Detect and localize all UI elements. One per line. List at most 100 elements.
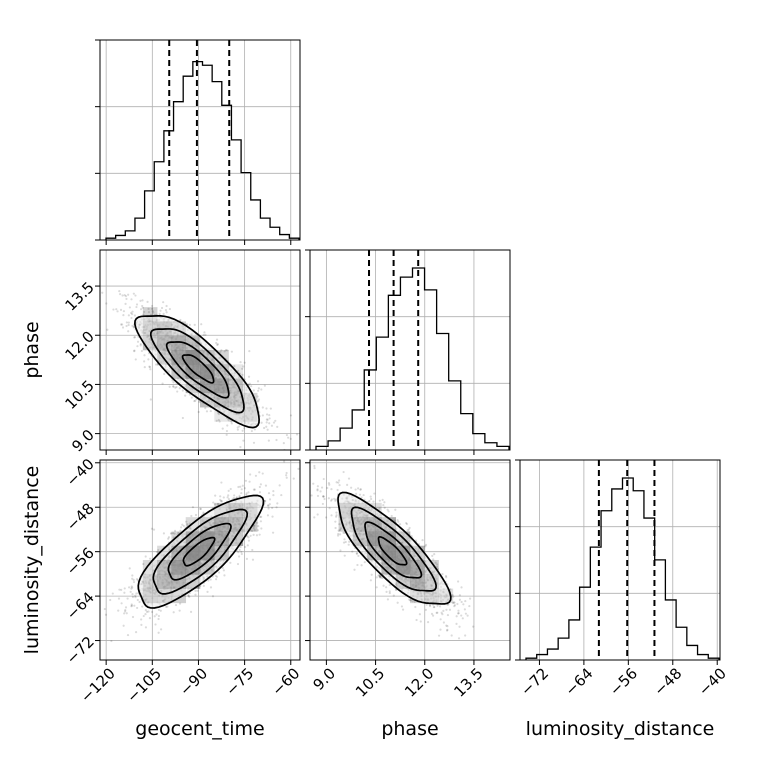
scatter-point — [425, 603, 428, 606]
scatter-point — [256, 521, 259, 524]
scatter-point — [255, 534, 259, 537]
scatter-point — [433, 605, 436, 609]
scatter-point — [130, 311, 133, 315]
hist-frame — [519, 459, 721, 661]
scatter-point — [144, 613, 147, 616]
scatter-point — [217, 418, 220, 422]
scatter-point — [124, 295, 128, 298]
scatter-point — [193, 323, 196, 326]
scatter-point — [264, 499, 267, 503]
scatter-point — [446, 628, 449, 631]
scatter-point — [141, 304, 144, 308]
scatter-point — [385, 586, 388, 589]
scatter-point — [266, 418, 269, 421]
scatter-point — [244, 479, 248, 482]
scatter-point — [256, 395, 259, 398]
scatter-point — [139, 344, 142, 347]
scatter-point — [172, 381, 175, 384]
contour-level-4 — [134, 315, 260, 429]
scatter-point — [131, 586, 134, 589]
scatter-point — [123, 612, 126, 615]
scatter-point — [272, 494, 275, 497]
scatter-point — [226, 424, 229, 427]
scatter-point — [334, 499, 337, 502]
scatter-point — [117, 597, 121, 600]
scatter-point — [116, 310, 119, 313]
scatter-point — [236, 562, 240, 566]
scatter-point — [180, 526, 183, 529]
scatter-point — [134, 594, 137, 597]
scatter-point — [158, 312, 161, 316]
scatter-point — [154, 363, 158, 366]
scatter-point — [127, 314, 130, 317]
scatter-point — [449, 588, 452, 591]
scatter-point — [124, 302, 127, 305]
scatter-point — [342, 470, 345, 474]
scatter-point — [136, 598, 139, 602]
scatter-point — [131, 312, 134, 316]
scatter-point — [206, 590, 209, 593]
scatter-point — [150, 307, 154, 310]
scatter-point — [190, 396, 193, 399]
scatter-point — [270, 424, 274, 427]
scatter-point — [151, 310, 154, 313]
scatter-point — [219, 498, 222, 501]
scatter-point — [330, 488, 333, 491]
scatter-point — [462, 603, 465, 606]
scatter-point — [450, 634, 453, 637]
scatter-point — [173, 529, 177, 532]
scatter-point — [101, 291, 104, 294]
scatter-point — [370, 573, 373, 576]
scatter-point — [215, 419, 218, 422]
scatter-point — [163, 372, 166, 376]
scatter-point — [149, 398, 152, 401]
scatter-point — [260, 527, 263, 530]
scatter-point — [335, 481, 338, 484]
hist-panel-phase — [305, 249, 511, 455]
scatter-point — [252, 441, 256, 444]
scatter-point — [289, 437, 292, 440]
scatter-point — [257, 398, 261, 401]
scatter-point — [378, 576, 382, 579]
scatter-point — [260, 388, 263, 391]
scatter-point — [205, 410, 209, 413]
scatter-point — [242, 439, 245, 442]
scatter-point — [322, 495, 325, 498]
scatter-point — [330, 514, 333, 517]
scatter-point — [220, 499, 223, 503]
scatter-point — [221, 427, 224, 430]
scatter-point — [227, 494, 230, 497]
scatter-point — [320, 486, 324, 489]
scatter-point — [225, 433, 228, 436]
scatter-point — [199, 507, 202, 511]
scatter-point — [248, 349, 251, 353]
scatter-point — [174, 386, 177, 389]
scatter-point — [135, 303, 139, 306]
scatter-point — [202, 333, 205, 337]
scatter-point — [271, 531, 275, 534]
scatter-point — [143, 310, 146, 314]
scatter-point — [212, 501, 215, 504]
scatter-point — [130, 298, 133, 301]
scatter-point — [289, 414, 293, 417]
scatter-point — [342, 531, 345, 534]
scatter-point — [339, 527, 342, 530]
scatter-point — [157, 608, 160, 611]
scatter-point — [153, 615, 156, 618]
scatter-point — [157, 614, 161, 618]
contour-level-4 — [137, 494, 265, 609]
scatter-point — [240, 552, 243, 556]
scatter-point — [337, 532, 340, 536]
scatter-point — [131, 310, 134, 313]
scatter-point — [333, 497, 336, 500]
scatter-point — [204, 333, 207, 336]
scatter-point — [350, 486, 353, 489]
scatter-point — [334, 498, 338, 501]
scatter-point — [357, 554, 360, 557]
scatter-point — [130, 587, 133, 590]
scatter-point — [452, 601, 455, 605]
scatter-point — [265, 418, 268, 421]
scatter-point — [267, 492, 271, 495]
scatter-point — [136, 340, 140, 343]
scatter-point — [194, 593, 197, 596]
